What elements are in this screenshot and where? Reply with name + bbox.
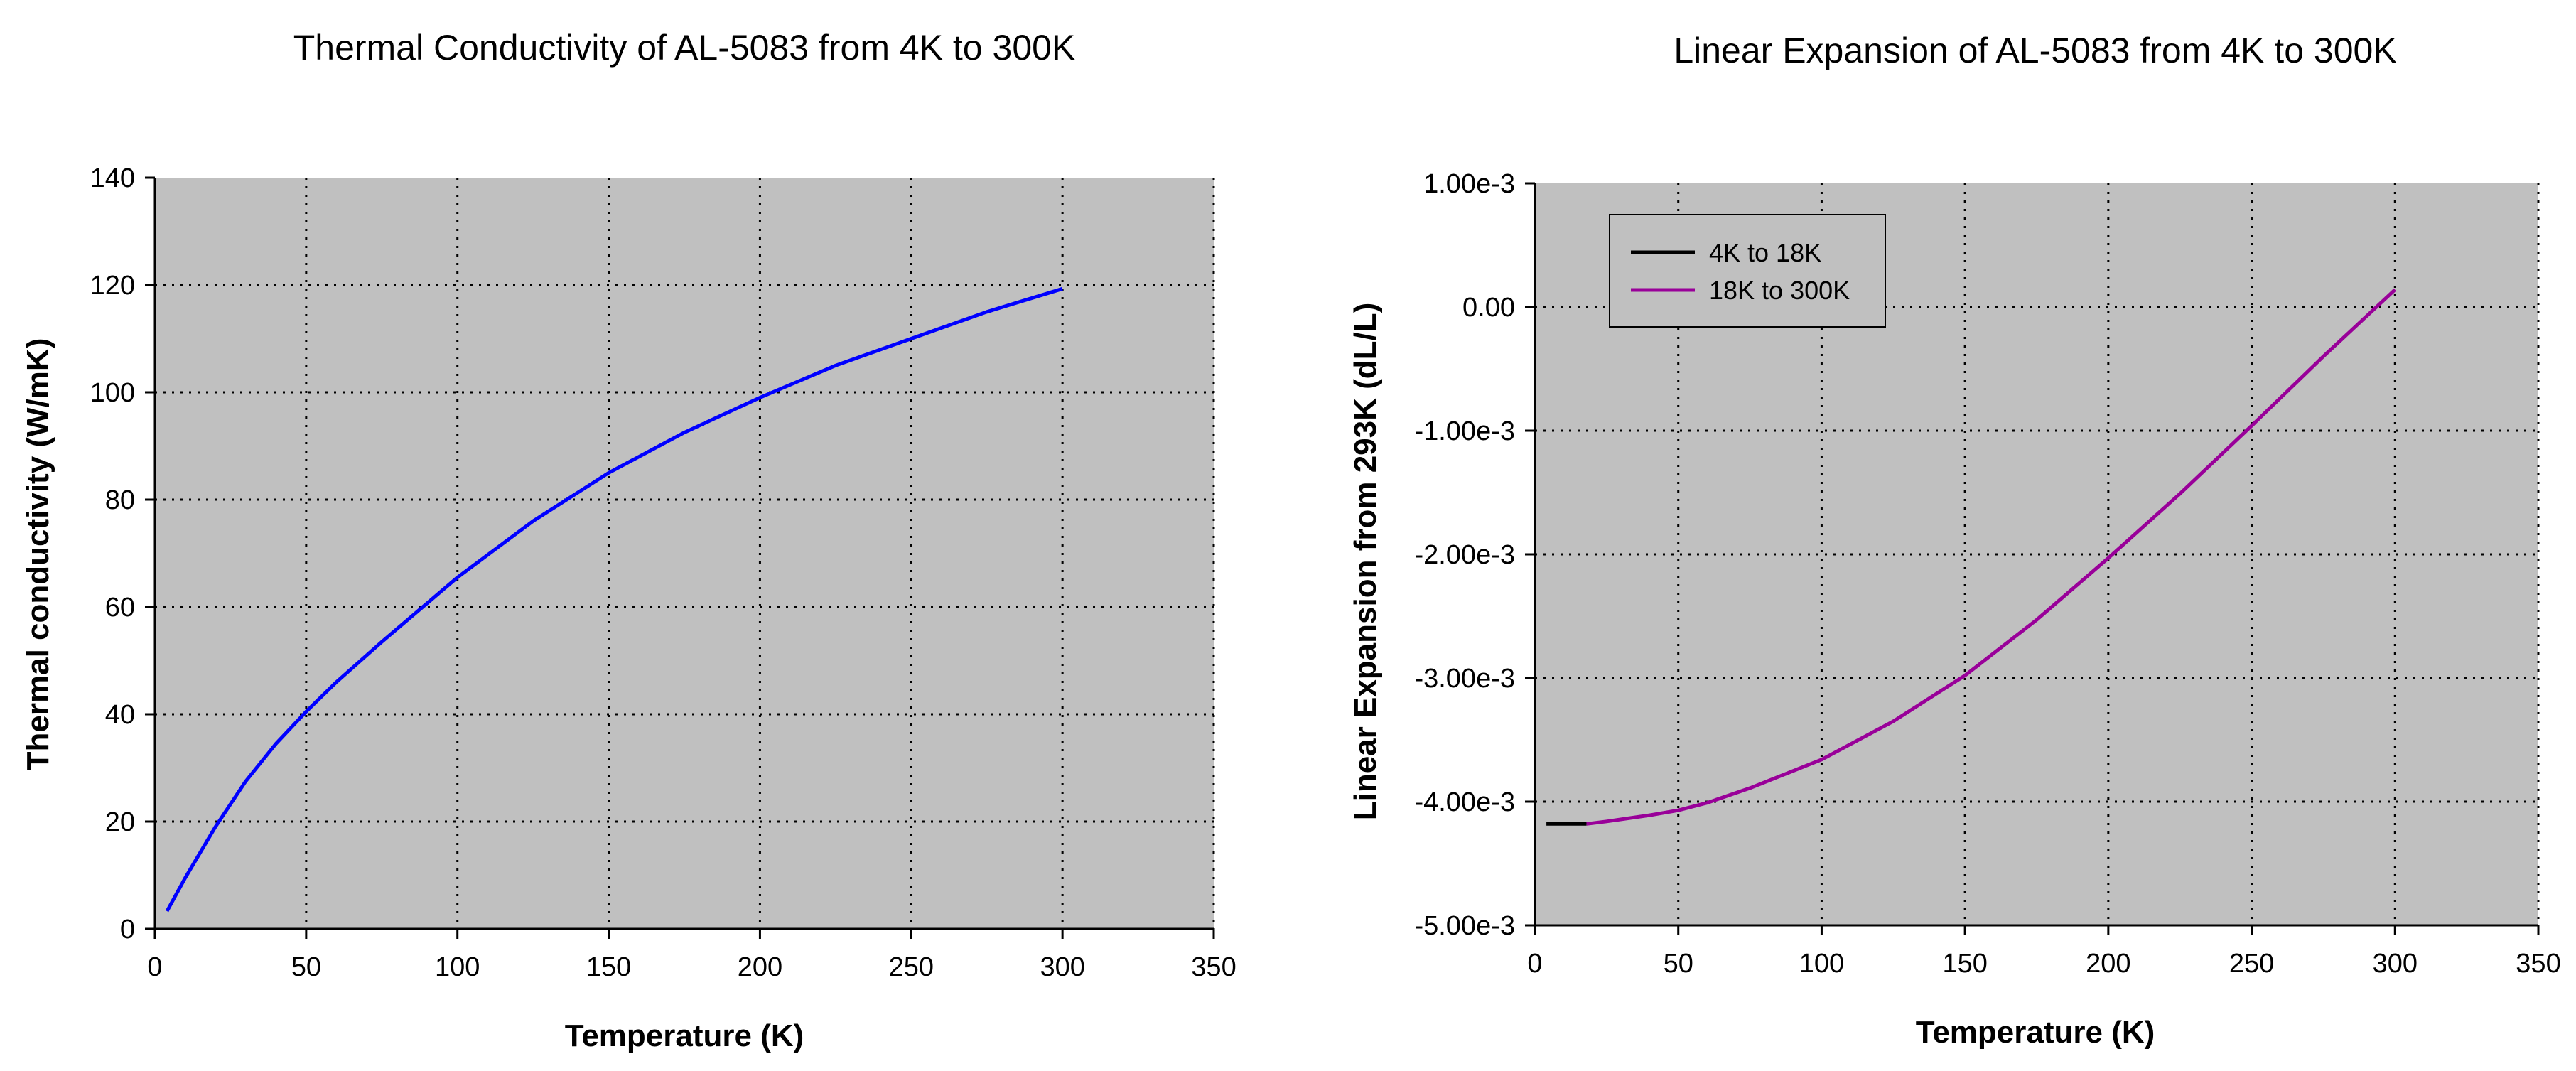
x-tick-label: 150 <box>1942 949 1987 979</box>
legend-box <box>1609 214 1886 328</box>
x-tick-label: 100 <box>1799 949 1844 979</box>
x-tick-label: 200 <box>738 952 782 982</box>
y-tick-label: 0 <box>120 915 135 944</box>
x-tick-label: 0 <box>147 952 162 982</box>
y-tick-label: -2.00e-3 <box>1414 540 1515 570</box>
y-axis-title: Linear Expansion from 293K (dL/L) <box>1348 303 1383 821</box>
y-tick-label: 120 <box>90 271 135 301</box>
y-tick-label: -3.00e-3 <box>1414 664 1515 694</box>
series <box>165 286 1063 913</box>
thermal-conductivity-chart: Thermal Conductivity of AL-5083 from 4K … <box>21 28 1236 1053</box>
y-tick-label: 60 <box>105 593 135 623</box>
y-tick-label: 1.00e-3 <box>1423 169 1515 199</box>
x-tick-label: 350 <box>1191 952 1236 982</box>
legend-label-4k-to-18k: 4K to 18K <box>1709 238 1821 267</box>
chart-title: Thermal Conductivity of AL-5083 from 4K … <box>293 28 1076 68</box>
x-tick-label: 300 <box>1040 952 1084 982</box>
x-axis-title: Temperature (K) <box>1916 1015 2155 1050</box>
legend: 4K to 18K 18K to 300K <box>1609 214 1886 328</box>
chart-title: Linear Expansion of AL-5083 from 4K to 3… <box>1674 31 2396 70</box>
series-line-thermal-conductivity <box>165 286 1063 913</box>
x-tick-label: 50 <box>291 952 321 982</box>
x-tick-labels: 0 50 100 150 200 250 300 350 <box>1527 925 2561 979</box>
legend-label-18k-to-300k: 18K to 300K <box>1709 276 1850 305</box>
y-tick-labels: 0 20 40 60 80 100 120 140 <box>90 163 155 944</box>
x-tick-label: 150 <box>586 952 631 982</box>
y-tick-labels: 1.00e-3 0.00 -1.00e-3 -2.00e-3 -3.00e-3 -4.00… <box>1414 169 1535 941</box>
x-tick-label: 350 <box>2516 949 2560 979</box>
gridlines <box>1535 183 2540 925</box>
x-tick-label: 300 <box>2373 949 2418 979</box>
x-tick-labels: 0 50 100 150 200 250 300 350 <box>147 929 1236 982</box>
x-tick-label: 250 <box>889 952 934 982</box>
y-tick-label: 0.00 <box>1462 293 1515 323</box>
y-axis-title: Thermal conductivity (W/mK) <box>21 338 55 771</box>
x-axis-title: Temperature (K) <box>565 1018 804 1053</box>
y-tick-label: 20 <box>105 807 135 837</box>
gridlines <box>155 178 1215 929</box>
y-tick-label: -4.00e-3 <box>1414 787 1515 817</box>
x-tick-label: 250 <box>2229 949 2274 979</box>
y-tick-label: -5.00e-3 <box>1414 911 1515 941</box>
series-line-18k-to-300k <box>1586 288 2397 826</box>
y-tick-label: 40 <box>105 700 135 730</box>
x-tick-label: 200 <box>2086 949 2130 979</box>
x-tick-label: 0 <box>1527 949 1542 979</box>
y-tick-label: 140 <box>90 163 135 193</box>
linear-expansion-chart: Linear Expansion of AL-5083 from 4K to 3… <box>1348 31 2561 1050</box>
plot-area <box>155 178 1214 929</box>
y-tick-label: 80 <box>105 485 135 515</box>
axes <box>153 178 1214 930</box>
x-tick-label: 100 <box>435 952 480 982</box>
y-tick-label: -1.00e-3 <box>1414 416 1515 446</box>
y-tick-label: 100 <box>90 378 135 408</box>
series <box>1546 288 2397 826</box>
x-tick-label: 50 <box>1664 949 1693 979</box>
